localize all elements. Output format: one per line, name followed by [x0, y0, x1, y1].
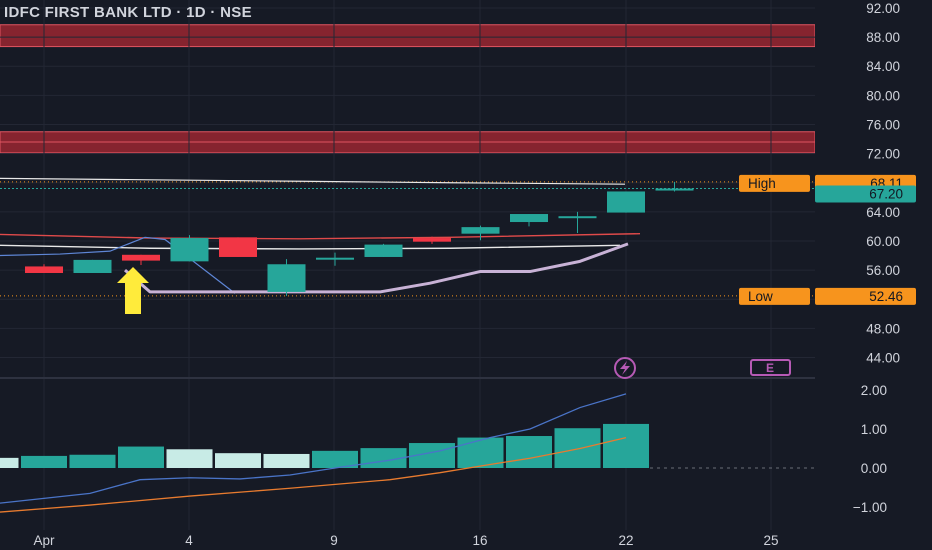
- time-tick-label: 9: [330, 533, 338, 548]
- resistance-zones: [0, 24, 816, 154]
- time-tick-label: 16: [472, 533, 487, 548]
- candle-body: [364, 244, 403, 257]
- macd-bar: [21, 455, 67, 468]
- price-tick-label: 64.00: [866, 205, 900, 220]
- macd-bar: [554, 428, 601, 468]
- lavender-line: [124, 242, 629, 294]
- candle-body: [607, 191, 645, 213]
- candle-body: [73, 259, 112, 273]
- resistance-zone: [0, 24, 816, 48]
- candle-body: [219, 237, 257, 257]
- time-axis-bg: [0, 530, 932, 550]
- candle-body: [558, 216, 597, 219]
- low-tag-label-box: [739, 287, 810, 305]
- macd-bar: [603, 423, 649, 468]
- macd-bar: [506, 436, 552, 468]
- time-tick-label: Apr: [33, 533, 55, 548]
- macd-bar: [166, 449, 213, 468]
- time-tick-label: 25: [763, 533, 778, 548]
- candle-body: [25, 266, 63, 273]
- macd-bar: [215, 453, 261, 468]
- price-tick-label: 76.00: [866, 117, 900, 132]
- price-tick-label: 92.00: [866, 1, 900, 16]
- ma-white-top: [0, 177, 626, 185]
- candle-body: [122, 254, 160, 261]
- macd-tick-label: 0.00: [861, 461, 887, 476]
- chart-title: IDFC FIRST BANK LTD · 1D · NSE: [4, 4, 252, 21]
- macd-bar: [0, 457, 19, 468]
- macd-line: [0, 393, 627, 504]
- time-tick-label: 4: [185, 533, 193, 548]
- macd-tick-label: 2.00: [861, 383, 887, 398]
- price-axis-bg: [815, 0, 932, 550]
- macd-tick-label: −1.00: [853, 500, 887, 515]
- current-price-tag-value-box: [815, 185, 916, 203]
- candle-body: [655, 188, 694, 191]
- earnings-icon: [750, 359, 791, 376]
- price-tick-label: 44.00: [866, 350, 900, 365]
- macd-bar: [263, 453, 310, 468]
- price-tick-label: 56.00: [866, 263, 900, 278]
- candle-body: [461, 227, 500, 234]
- ma-red: [0, 232, 641, 240]
- high-tag-label-box: [739, 174, 810, 192]
- low-tag-value-box: [815, 287, 916, 305]
- candle-body: [267, 264, 306, 292]
- candle-body: [316, 257, 354, 260]
- moving-averages: [0, 177, 641, 294]
- macd-tick-label: 1.00: [861, 422, 887, 437]
- up-arrow-annotation: [117, 267, 149, 314]
- chart-icons[interactable]: E: [614, 357, 791, 379]
- macd-bar: [312, 450, 358, 468]
- price-tick-label: 80.00: [866, 88, 900, 103]
- macd-bar: [69, 454, 116, 468]
- candle-body: [170, 238, 209, 262]
- signal-line: [0, 436, 627, 513]
- macd-bar: [118, 446, 164, 468]
- high-tag-label: High: [748, 176, 776, 191]
- ma-white-bottom: [0, 244, 621, 250]
- lightning-icon: [614, 357, 636, 379]
- arrow-shape: [117, 267, 149, 314]
- low-tag-value: 52.46: [869, 289, 903, 304]
- time-tick-label: 22: [618, 533, 633, 548]
- price-tick-label: 72.00: [866, 147, 900, 162]
- price-tick-label: 84.00: [866, 59, 900, 74]
- candlestick-series: [25, 181, 694, 296]
- earnings-label: E: [766, 361, 774, 375]
- low-tag-label: Low: [748, 289, 773, 304]
- candle-body: [413, 238, 451, 242]
- price-tick-label: 48.00: [866, 321, 900, 336]
- price-tick-label: 60.00: [866, 234, 900, 249]
- macd-pane: [0, 393, 815, 513]
- price-tick-label: 88.00: [866, 30, 900, 45]
- grid: [0, 0, 815, 530]
- lightning-bolt: [620, 361, 630, 375]
- candle-body: [510, 214, 548, 223]
- current-price-tag-value: 67.20: [869, 187, 903, 202]
